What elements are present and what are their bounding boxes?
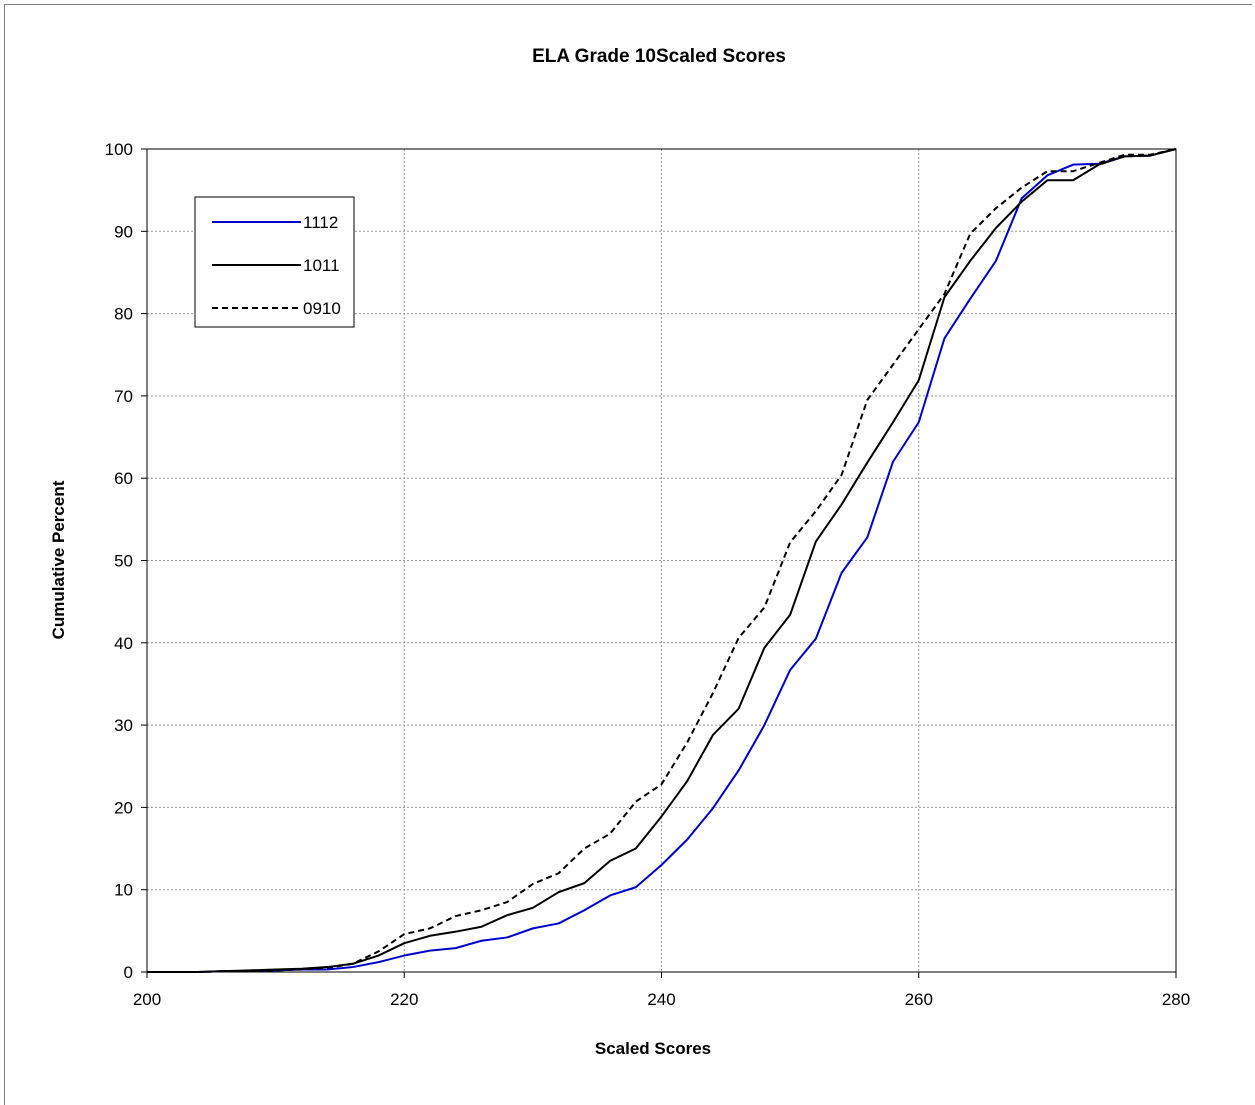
legend-label-1112: 1112 [303, 213, 338, 232]
grid [147, 149, 1176, 972]
y-tick-label: 60 [114, 469, 133, 488]
y-tick-label: 100 [105, 140, 133, 159]
x-tick-label: 200 [133, 990, 161, 1009]
y-tick-label: 20 [114, 798, 133, 817]
legend-label-0910: 0910 [303, 299, 341, 318]
chart-frame [4, 4, 1252, 1105]
y-axis-label: Cumulative Percent [49, 480, 68, 639]
chart-title: ELA Grade 10Scaled Scores [532, 46, 786, 67]
legend-box [194, 196, 355, 328]
y-tick-label: 90 [114, 222, 133, 241]
y-tick-label: 40 [114, 634, 133, 653]
series-line-1112 [147, 148, 1177, 973]
ticks: 0 10 20 30 40 50 60 70 80 90 100 200 220 240 260 280 [105, 140, 1191, 1009]
y-tick-label: 10 [114, 881, 133, 900]
legend-label-1011: 1011 [303, 256, 340, 275]
legend: 1112 1011 0910 [194, 196, 355, 328]
x-tick-label: 280 [1162, 990, 1190, 1009]
y-tick-label: 50 [114, 552, 133, 571]
x-tick-label: 240 [647, 990, 675, 1009]
x-tick-label: 220 [390, 990, 418, 1009]
series-line-0910 [147, 148, 1177, 973]
x-axis-label: Scaled Scores [595, 1039, 711, 1058]
y-tick-label: 80 [114, 305, 133, 324]
x-tick-label: 260 [905, 990, 933, 1009]
y-tick-label: 0 [124, 963, 133, 982]
y-tick-label: 70 [114, 387, 133, 406]
series-layer [147, 148, 1177, 973]
y-tick-label: 30 [114, 716, 133, 735]
